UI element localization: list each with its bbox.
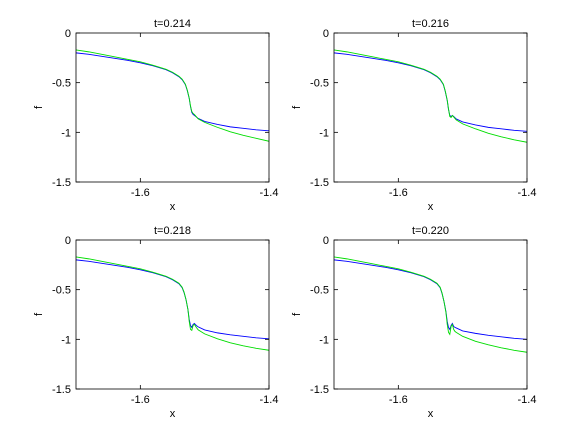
y-tick-label: -1 [319,127,329,139]
y-tick-label: 0 [323,235,329,247]
axes-frame [75,239,270,390]
y-tick-label: 0 [65,235,71,247]
subplot-title: t=0.216 [412,18,449,30]
y-tick-label: -0.5 [52,78,71,90]
y-tick-label: -1.5 [310,384,329,396]
series-line-1 [76,259,269,340]
y-tick-label: -1 [61,127,71,139]
y-tick-label: -1 [61,334,71,346]
x-tick-label: -1.4 [518,187,537,199]
x-axis-label: x [170,201,176,213]
y-axis-label: f [33,105,45,109]
y-tick-label: 0 [65,28,71,40]
subplot-3: 0 -0.5 -1 -1.5 -1.6 -1.4 t=0.218 x f [33,225,278,420]
x-tick-label: -1.6 [389,187,408,199]
x-tick-label: -1.4 [260,394,279,406]
series-line-2 [76,256,269,351]
x-axis-label: x [428,408,434,420]
panels: 0 -0.5 -1 -1.5 -1.6 -1.4 t=0.214 x f 0 -0.5 -1 -1.5 -… [33,18,536,420]
y-axis-label: f [33,312,45,316]
x-tick-label: -1.4 [518,394,537,406]
x-axis-label: x [170,408,176,420]
y-tick-label: -1.5 [310,177,329,189]
y-tick-label: -1 [319,334,329,346]
series-line-2 [334,49,527,143]
y-tick-label: -1.5 [52,384,71,396]
subplot-title: t=0.214 [154,18,191,30]
series-line-1 [334,259,527,340]
subplot-title: t=0.220 [412,225,449,237]
axes-frame [333,239,528,390]
series-line-1 [76,52,269,132]
x-tick-label: -1.6 [389,394,408,406]
subplot-2: 0 -0.5 -1 -1.5 -1.6 -1.4 t=0.216 x f [291,18,536,213]
x-tick-label: -1.6 [131,394,150,406]
y-axis-label: f [291,105,303,109]
series-line-2 [76,49,269,142]
series-line-2 [334,256,527,353]
y-tick-label: -0.5 [310,285,329,297]
y-tick-label: -0.5 [310,78,329,90]
y-tick-label: 0 [323,28,329,40]
x-tick-label: -1.6 [131,187,150,199]
axes-frame [333,32,528,183]
series-line-1 [334,52,527,132]
subplot-title: t=0.218 [154,225,191,237]
subplot-1: 0 -0.5 -1 -1.5 -1.6 -1.4 t=0.214 x f [33,18,278,213]
y-tick-label: -0.5 [52,285,71,297]
y-tick-label: -1.5 [52,177,71,189]
x-tick-label: -1.4 [260,187,279,199]
axes-frame [75,32,270,183]
subplot-4: 0 -0.5 -1 -1.5 -1.6 -1.4 t=0.220 x f [291,225,536,420]
y-axis-label: f [291,312,303,316]
x-axis-label: x [428,201,434,213]
